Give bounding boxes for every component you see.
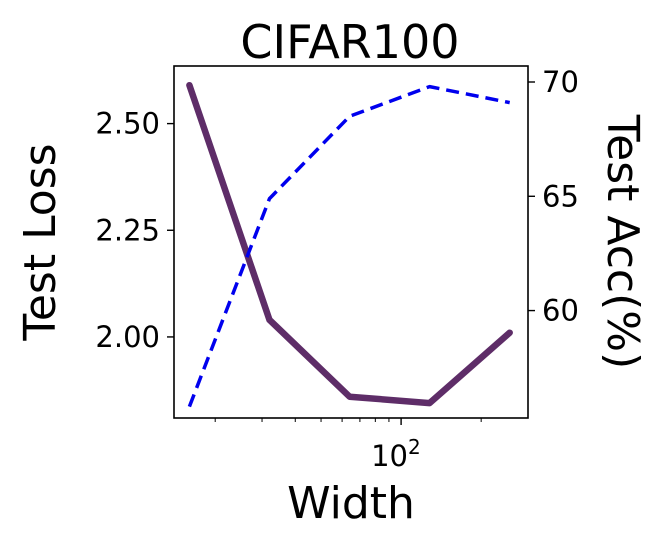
right-y-tick-label: 70 (542, 65, 579, 99)
plot-area-frame (173, 65, 529, 419)
x-tick-label: 102 (371, 435, 421, 473)
right-y-axis-label: Test Acc(%) (597, 114, 648, 369)
test-loss-series-line (186, 81, 513, 407)
left-y-tick-label: 2.00 (95, 320, 160, 354)
left-y-tick-label: 2.50 (95, 107, 160, 141)
chart-title: CIFAR100 (240, 15, 459, 69)
test-acc-series-line (187, 84, 511, 408)
left-y-axis-label: Test Loss (15, 143, 66, 341)
right-y-tick-label: 65 (542, 179, 579, 213)
left-y-tick-label: 2.25 (95, 213, 160, 247)
series-layer (186, 81, 513, 408)
ticks-layer: 2.00 2.25 2.50 60 65 70 102 (95, 65, 578, 473)
x-axis-label: Width (287, 478, 415, 529)
right-y-tick-label: 60 (542, 294, 579, 328)
